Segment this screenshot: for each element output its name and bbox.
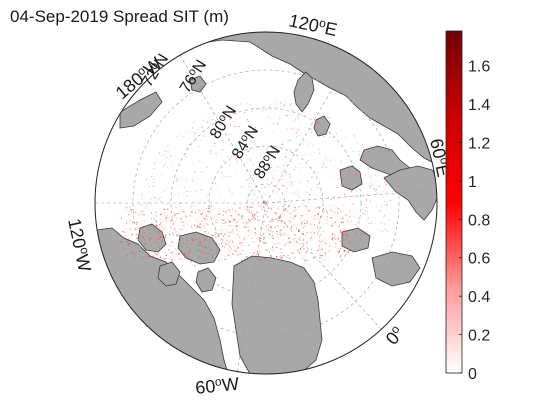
lon-label-60w: 60oW bbox=[194, 373, 240, 398]
land-svalbard bbox=[339, 165, 363, 191]
land-scandinavia bbox=[383, 165, 437, 221]
colorbar-tick-label: 1.6 bbox=[468, 59, 490, 76]
land-iceland bbox=[341, 227, 371, 253]
land-wrangel bbox=[189, 75, 207, 93]
lat-label-88: 88oN bbox=[250, 142, 284, 182]
land-greenland bbox=[231, 255, 323, 374]
lon-label-120w: 120oW bbox=[64, 216, 96, 273]
latitude-labels: 72oN 76oN 80oN 84oN 88oN bbox=[138, 50, 284, 182]
meridian-60e bbox=[265, 189, 437, 204]
sea-ice-spread-speckle bbox=[120, 101, 391, 262]
colorbar-tick-label: 1.2 bbox=[468, 135, 490, 152]
colorbar-tick-label: 0.8 bbox=[468, 212, 490, 229]
colorbar-tick-label: 0 bbox=[468, 366, 477, 383]
land-alaska bbox=[119, 91, 163, 129]
meridian-0 bbox=[265, 202, 383, 331]
colorbar: 0 0.2 0.4 0.6 0.8 1 1.2 1.4 1.6 bbox=[445, 30, 490, 383]
pole-marker-icon: * bbox=[262, 199, 266, 209]
map-title: 04-Sep-2019 Spread SIT (m) bbox=[10, 7, 229, 26]
meridian-60w bbox=[236, 202, 267, 374]
colorbar-tick-label: 1 bbox=[468, 174, 477, 191]
lat-label-76: 76oN bbox=[176, 56, 210, 96]
land-severnaya bbox=[293, 71, 315, 113]
land-europe-lower bbox=[371, 251, 421, 287]
land-banks bbox=[195, 267, 217, 293]
meridian-120e bbox=[265, 54, 353, 204]
lat-label-72: 72oN bbox=[138, 50, 172, 90]
colorbar-gradient bbox=[445, 30, 463, 374]
lat-circle-80 bbox=[170, 107, 362, 299]
land-ellesmere bbox=[177, 231, 221, 265]
graticule bbox=[95, 54, 437, 374]
colorbar-tick-label: 1.4 bbox=[468, 97, 490, 114]
lat-circle-84 bbox=[208, 145, 324, 261]
lon-label-120e: 120oE bbox=[287, 9, 339, 40]
lat-circle-88 bbox=[246, 183, 286, 223]
colorbar-tick-label: 0.2 bbox=[468, 328, 490, 345]
land-victoria bbox=[157, 261, 181, 287]
colorbar-ticks: 0 0.2 0.4 0.6 0.8 1 1.2 1.4 1.6 bbox=[459, 59, 490, 383]
colorbar-tick-label: 0.6 bbox=[468, 251, 490, 268]
lat-circle-76 bbox=[132, 69, 400, 337]
land-baffin bbox=[137, 223, 167, 253]
meridian-180 bbox=[179, 54, 267, 204]
map-border bbox=[94, 31, 438, 375]
colorbar-tick-label: 0.4 bbox=[468, 289, 490, 306]
